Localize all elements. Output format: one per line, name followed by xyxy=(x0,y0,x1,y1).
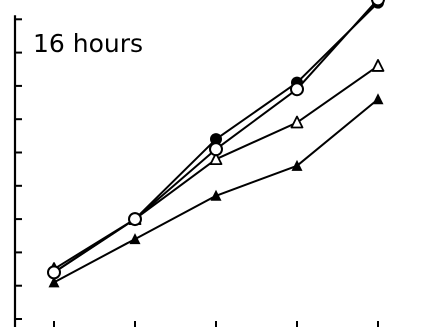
series-1-point-4 xyxy=(371,0,385,7)
series-1-point-1 xyxy=(128,212,142,227)
series-markers xyxy=(47,0,385,288)
series-0-point-2 xyxy=(210,133,222,146)
chart-title: 16 hours xyxy=(33,29,143,58)
series-3-point-0 xyxy=(48,276,60,288)
series-2-line xyxy=(53,65,379,270)
series-3-point-4 xyxy=(372,93,384,105)
series-3-point-2 xyxy=(210,189,222,201)
series-3-point-3 xyxy=(291,159,303,171)
series-1-point-3 xyxy=(290,82,304,97)
axes xyxy=(13,15,379,327)
series-2-point-3 xyxy=(290,115,304,129)
series-3-point-1 xyxy=(129,233,141,245)
series-2-point-2 xyxy=(209,152,223,166)
series-1-point-0 xyxy=(47,265,61,280)
series-2-point-4 xyxy=(371,59,385,72)
series-1-point-2 xyxy=(209,142,223,157)
